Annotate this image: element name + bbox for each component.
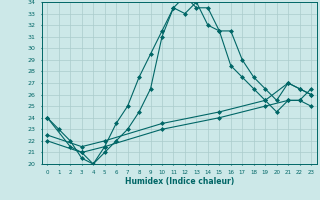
- X-axis label: Humidex (Indice chaleur): Humidex (Indice chaleur): [124, 177, 234, 186]
